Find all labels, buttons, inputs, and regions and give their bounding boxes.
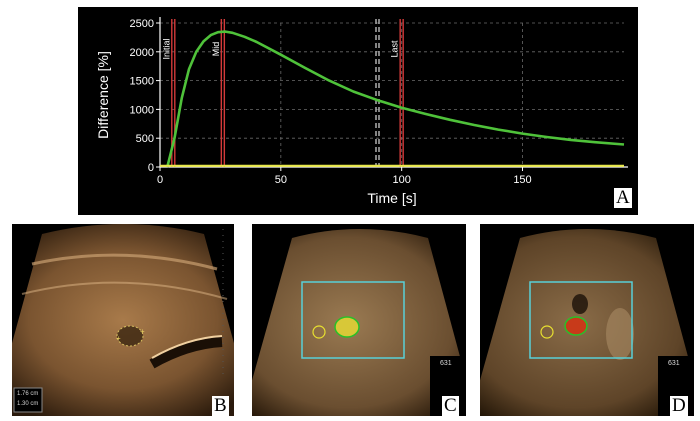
x-tick-label: 0 (157, 174, 163, 186)
measurement-1-label: 1.76 cm (17, 391, 39, 397)
x-tick-label: 50 (275, 174, 287, 186)
svg-text:+: + (140, 327, 145, 336)
marker-label: Initial (161, 38, 171, 59)
marker-label: Mid (211, 42, 221, 57)
panel-letter-c: C (442, 395, 459, 416)
chart-axes (159, 17, 628, 168)
x-tick-label: 150 (513, 174, 531, 186)
measurement-2-label: 1.30 cm (17, 401, 39, 407)
x-tick-label: 100 (392, 174, 410, 186)
panel-letter-a: A (614, 187, 632, 208)
y-tick-label: 2000 (130, 47, 154, 59)
contrast-ultrasound-scan-c (252, 224, 466, 416)
y-tick-label: 0 (148, 162, 154, 174)
b-mode-ultrasound-scan: + + (12, 224, 234, 416)
panel-letter-b: B (212, 395, 229, 416)
svg-text:+: + (116, 334, 121, 343)
series-line-1 (166, 30, 625, 168)
scale-top-value: 631 (668, 360, 680, 367)
chart-series (160, 30, 625, 168)
chart-markers: Initial Mid Last (161, 19, 404, 167)
panel-letter-d: D (670, 395, 688, 416)
panel-b-ultrasound-image: + + 1.76 cm 1.30 cm (12, 224, 234, 416)
x-axis-label: Time [s] (367, 190, 416, 206)
panel-a-chart: 0 50 100 150 0 500 1000 1500 2000 2500 Initial Mid… (78, 7, 638, 215)
marker-label: Last (390, 40, 400, 58)
y-tick-label: 2500 (130, 18, 154, 30)
y-tick-label: 1000 (130, 104, 154, 116)
contrast-ultrasound-scan-d (480, 224, 694, 416)
scale-top-value: 631 (440, 360, 452, 367)
panel-d-contrast-ultrasound: 631 0 (480, 224, 694, 416)
y-tick-label: 1500 (130, 76, 154, 88)
y-tick-label: 500 (136, 133, 154, 145)
panel-c-contrast-ultrasound: 631 0 (252, 224, 466, 416)
y-axis-label: Difference [%] (95, 51, 111, 139)
